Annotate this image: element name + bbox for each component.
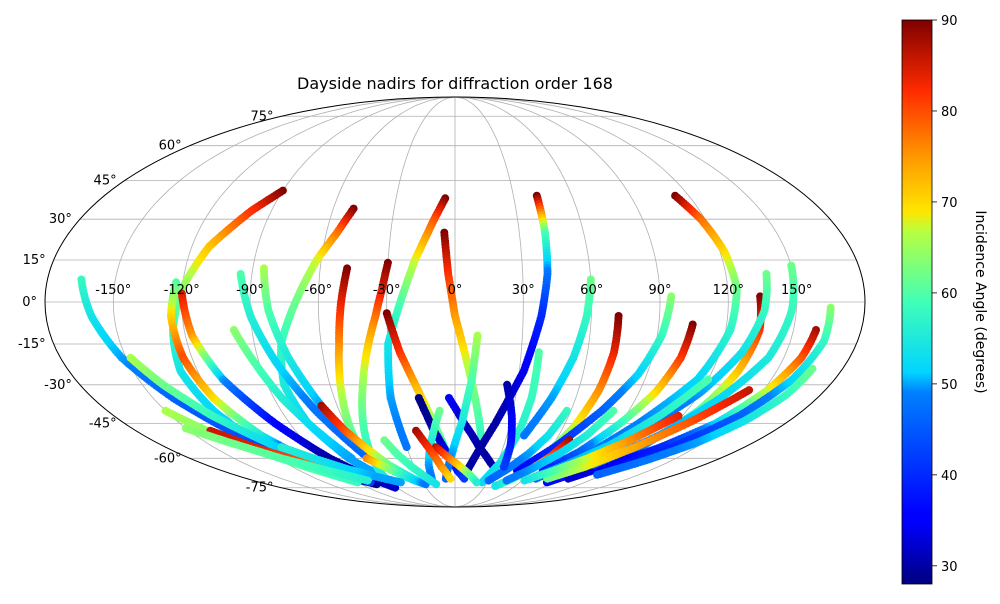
colorbar-tick-label: 80 [941, 105, 958, 120]
nadir-point [499, 462, 508, 471]
longitude-tick-label: 150° [781, 283, 812, 298]
latitude-tick-label: 15° [23, 253, 46, 268]
nadir-point [347, 454, 356, 463]
longitude-tick-label: -150° [95, 283, 131, 298]
nadir-point [491, 482, 500, 490]
colorbar-ticks: 30 40 50 60 70 80 90 [932, 14, 958, 575]
longitude-tick-label: 60° [580, 283, 603, 298]
colorbar-tick-label: 30 [941, 560, 958, 575]
colorbar-tick-label: 90 [941, 14, 958, 29]
colorbar-tick-label: 70 [941, 196, 958, 211]
latitude-tick-label: -30° [44, 378, 72, 393]
longitude-tick-label: 0° [448, 283, 463, 298]
nadir-point [502, 476, 511, 485]
nadir-point [520, 431, 529, 440]
latitude-tick-label: 0° [22, 295, 37, 310]
latitude-tick-label: 60° [159, 139, 182, 154]
longitude-tick-label: 30° [512, 283, 535, 298]
colorbar-tick-label: 50 [941, 378, 958, 393]
longitude-tick-label: 90° [648, 283, 671, 298]
nadir-point [520, 476, 529, 485]
colorbar-tick-label: 40 [941, 469, 958, 484]
latitude-tick-label: -45° [89, 416, 117, 431]
nadir-point [363, 476, 372, 485]
longitude-tick-label: -120° [164, 283, 200, 298]
nadir-point [432, 480, 441, 489]
colorbar-label: Incidence Angle (degrees) [972, 210, 988, 393]
nadir-point [472, 478, 481, 487]
nadir-point [402, 443, 411, 452]
data-points [77, 186, 835, 492]
chart-title: Dayside nadirs for diffraction order 168 [297, 74, 613, 93]
longitude-tick-label: -90° [236, 283, 264, 298]
colorbar-tick-label: 60 [941, 287, 958, 302]
latitude-tick-label: -60° [154, 451, 182, 466]
latitude-tick-label: 75° [250, 109, 273, 124]
nadir-point [593, 470, 602, 479]
nadir-point [391, 483, 400, 492]
nadir-point [446, 474, 455, 483]
latitude-tick-label: 45° [94, 174, 117, 189]
latitude-tick-label: -15° [18, 337, 46, 352]
colorbar: 30 40 50 60 70 80 90 Incidence Angle (degrees) [901, 14, 988, 585]
longitude-tick-label: -30° [373, 283, 401, 298]
nadir-point [396, 478, 405, 487]
latitude-tick-label: 30° [49, 212, 72, 227]
nadir-point [484, 476, 493, 485]
longitude-tick-labels: -150° -120° -90° -60° -30° 0° 30° 60° 90° 120° 150… [95, 283, 812, 298]
longitude-tick-label: 120° [713, 283, 744, 298]
latitude-tick-label: -75° [246, 481, 274, 496]
longitude-tick-label: -60° [304, 283, 332, 298]
colorbar-gradient [901, 19, 933, 585]
